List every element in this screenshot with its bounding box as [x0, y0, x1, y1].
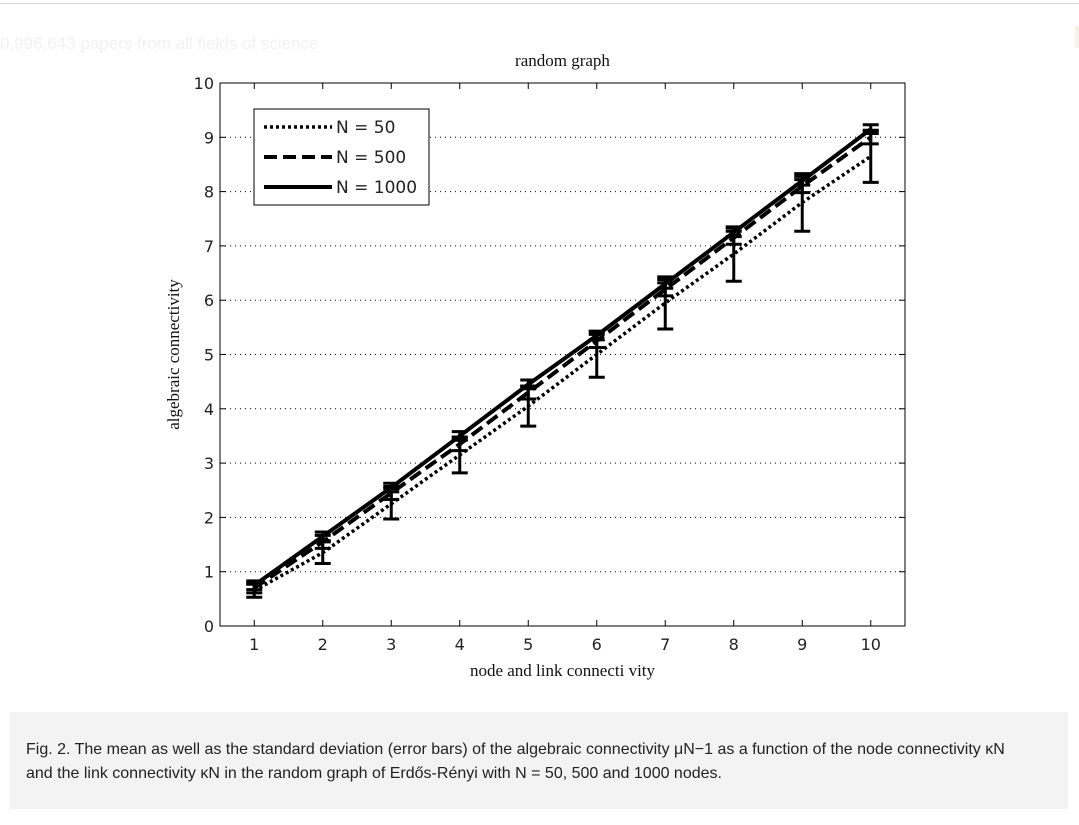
x-tick-label-8: 8 [729, 635, 739, 654]
y-tick-label-2: 2 [204, 508, 214, 527]
faded-header-text: 0,996,643 papers from all fields of scie… [0, 34, 319, 53]
y-tick-label-7: 7 [204, 237, 214, 256]
top-divider [0, 3, 1079, 4]
x-tick-label-2: 2 [318, 635, 328, 654]
y-tick-label-8: 8 [204, 183, 214, 202]
series-line-1 [253, 135, 872, 590]
x-tick-label-6: 6 [592, 635, 602, 654]
y-axis-label: algebraic connectivity [164, 279, 183, 430]
x-tick-label-1: 1 [249, 635, 259, 654]
x-tick-label-7: 7 [660, 635, 670, 654]
y-tick-label-4: 4 [204, 400, 214, 419]
x-axis-label: node and link connecti vity [470, 661, 656, 680]
legend-label-0: N = 50 [336, 118, 395, 138]
figure-caption-box: Fig. 2. The mean as well as the standard… [10, 712, 1068, 809]
y-tick-label-6: 6 [204, 291, 214, 310]
y-tick-label-5: 5 [204, 346, 214, 365]
series-line-2 [253, 127, 872, 587]
x-tick-label-5: 5 [523, 635, 533, 654]
x-tick-label-4: 4 [455, 635, 465, 654]
x-tick-label-3: 3 [386, 635, 396, 654]
y-tick-label-0: 0 [204, 617, 214, 636]
y-tick-label-1: 1 [204, 563, 214, 582]
legend-label-2: N = 1000 [336, 178, 417, 198]
chart-title: random graph [515, 51, 610, 70]
x-tick-label-9: 9 [797, 635, 807, 654]
x-tick-label-10: 10 [861, 635, 881, 654]
legend-label-1: N = 500 [336, 148, 406, 168]
figure-caption: Fig. 2. The mean as well as the standard… [26, 741, 1005, 782]
series-line-0 [253, 154, 872, 593]
y-tick-label-9: 9 [204, 128, 214, 147]
edge-tab [1075, 26, 1079, 48]
y-tick-label-3: 3 [204, 454, 214, 473]
chart: 0 1 2 3 4 5 6 7 8 9 10 1 2 3 4 5 6 7 8 9 10 random graph node … [164, 51, 906, 680]
figure: 0 1 2 3 4 5 6 7 8 9 10 1 2 3 4 5 6 7 8 9 10 random graph node … [164, 51, 906, 680]
y-tick-label-10: 10 [194, 74, 214, 93]
